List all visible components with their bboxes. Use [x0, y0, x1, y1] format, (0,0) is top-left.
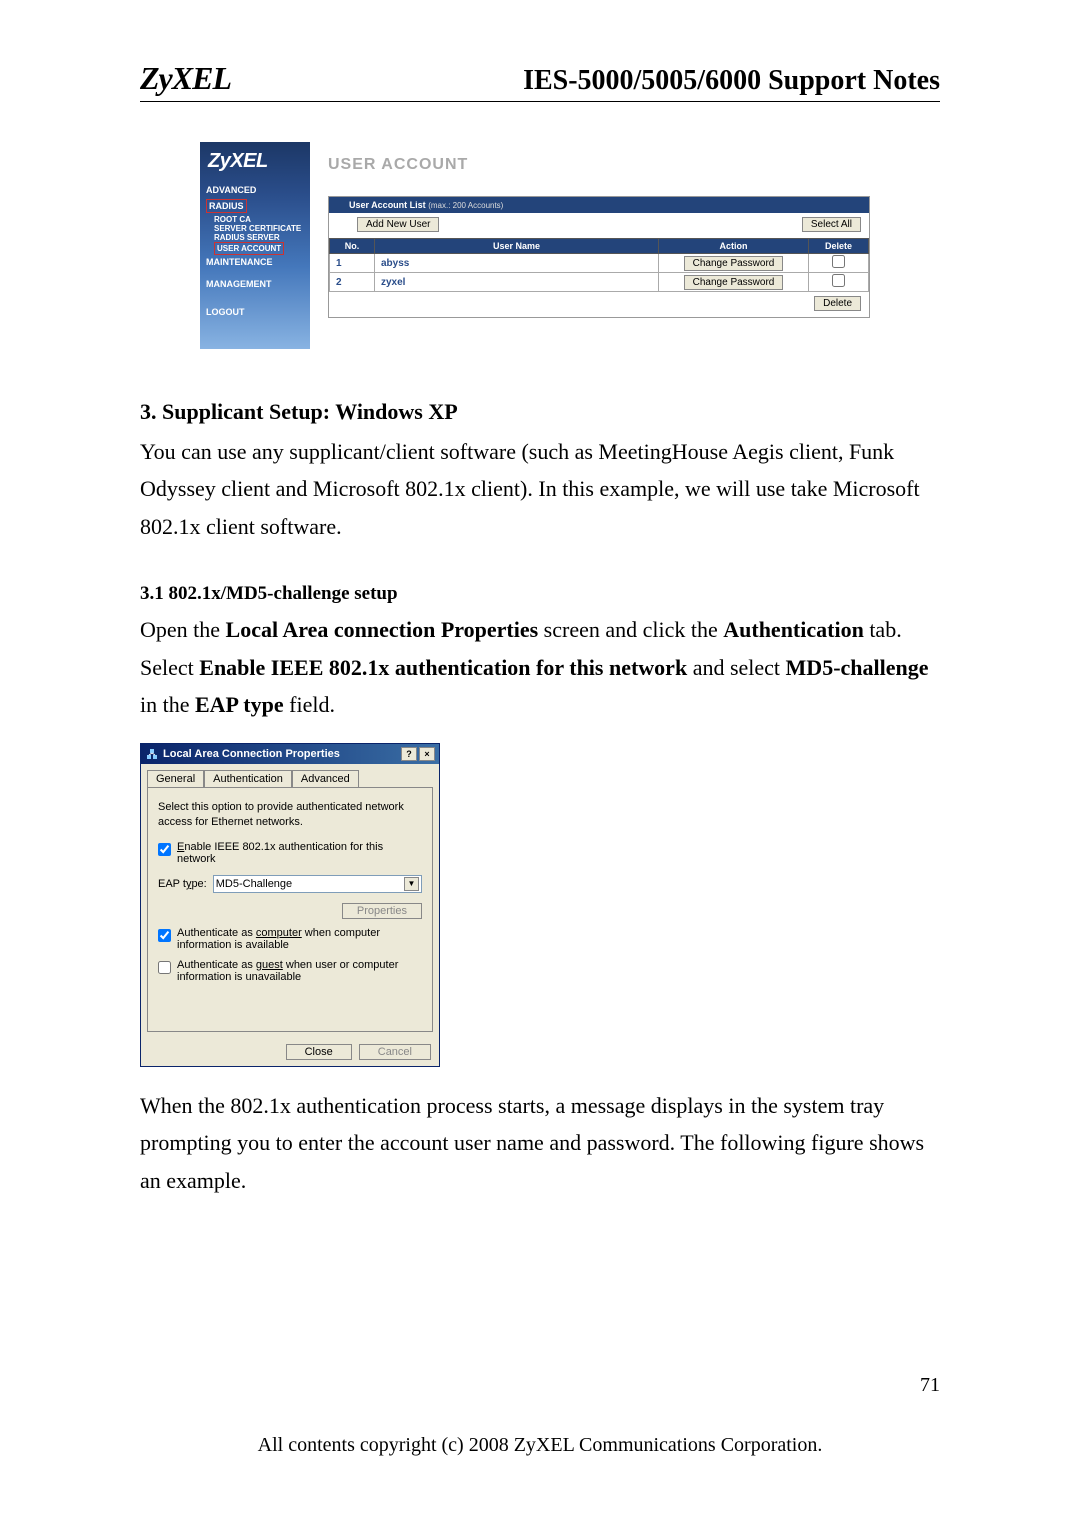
xp-pane: Select this option to provide authentica… — [147, 787, 433, 1032]
menu-maintenance[interactable]: MAINTENANCE — [206, 255, 310, 269]
section-3-paragraph: You can use any supplicant/client softwa… — [140, 433, 940, 545]
change-password-button[interactable]: Change Password — [684, 275, 784, 290]
menu-radius-server[interactable]: RADIUS SERVER — [214, 233, 310, 242]
col-user: User Name — [375, 239, 659, 254]
network-icon — [145, 747, 159, 761]
enable-8021x-label: Enable IEEE 802.1x authentication for th… — [177, 841, 422, 865]
cell-user: zyxel — [375, 273, 659, 292]
doc-title: IES-5000/5005/6000 Support Notes — [523, 65, 940, 97]
section-3-heading: 3. Supplicant Setup: Windows XP — [140, 399, 940, 425]
eap-type-value: MD5-Challenge — [216, 878, 292, 890]
panel-title: User Account List — [349, 200, 426, 210]
cell-no: 2 — [330, 273, 375, 292]
table-row: 1 abyss Change Password — [330, 254, 869, 273]
delete-button[interactable]: Delete — [814, 296, 861, 311]
xp-dialog: Local Area Connection Properties ? × Gen… — [140, 743, 440, 1067]
auth-computer-checkbox[interactable] — [158, 929, 171, 942]
delete-checkbox[interactable] — [832, 274, 845, 287]
section-3-1-heading: 3.1 802.1x/MD5-challenge setup — [140, 583, 940, 605]
zyxel-sidebar-logo: ZyXEL — [208, 150, 310, 173]
close-icon[interactable]: × — [419, 747, 435, 761]
xp-tabs: General Authentication Advanced — [141, 764, 439, 787]
menu-user-account[interactable]: USER ACCOUNT — [214, 242, 284, 255]
auth-guest-checkbox[interactable] — [158, 961, 171, 974]
menu-logout[interactable]: LOGOUT — [206, 305, 310, 319]
section-3-1-paragraph: Open the Local Area connection Propertie… — [140, 611, 940, 723]
menu-management[interactable]: MANAGEMENT — [206, 277, 310, 291]
enable-8021x-checkbox[interactable] — [158, 843, 171, 856]
eap-type-select[interactable]: MD5-Challenge ▼ — [213, 875, 422, 893]
panel-subtitle: (max.: 200 Accounts) — [428, 201, 503, 210]
table-row: 2 zyxel Change Password — [330, 273, 869, 292]
select-all-button[interactable]: Select All — [802, 217, 861, 232]
cell-no: 1 — [330, 254, 375, 273]
col-action: Action — [659, 239, 809, 254]
add-new-user-button[interactable]: Add New User — [357, 217, 439, 232]
menu-radius[interactable]: RADIUS — [206, 199, 247, 213]
menu-root-ca[interactable]: ROOT CA — [214, 215, 310, 224]
close-button[interactable]: Close — [286, 1044, 352, 1060]
auth-guest-label: Authenticate as guest when user or compu… — [177, 959, 422, 983]
after-xp-paragraph: When the 802.1x authentication process s… — [140, 1087, 940, 1199]
zyxel-sidebar: ZyXEL ADVANCED RADIUS ROOT CA SERVER CER… — [200, 142, 310, 349]
zyxel-page-title: USER ACCOUNT — [328, 156, 870, 174]
menu-advanced[interactable]: ADVANCED — [206, 183, 310, 197]
change-password-button[interactable]: Change Password — [684, 256, 784, 271]
user-account-table: No. User Name Action Delete 1 abyss Chan… — [329, 238, 869, 292]
properties-button: Properties — [342, 903, 422, 919]
page-number: 71 — [920, 1374, 940, 1397]
xp-footer: Close Cancel — [141, 1038, 439, 1066]
brand-logo: ZyXEL — [140, 60, 231, 97]
xp-titlebar: Local Area Connection Properties ? × — [141, 744, 439, 764]
delete-checkbox[interactable] — [832, 255, 845, 268]
eap-type-label: EAP type: — [158, 878, 207, 890]
help-icon[interactable]: ? — [401, 747, 417, 761]
zyxel-ui-screenshot: ZyXEL ADVANCED RADIUS ROOT CA SERVER CER… — [200, 142, 880, 349]
user-account-panel: User Account List (max.: 200 Accounts) A… — [328, 196, 870, 318]
copyright: All contents copyright (c) 2008 ZyXEL Co… — [0, 1434, 1080, 1457]
auth-computer-label: Authenticate as computer when computer i… — [177, 927, 422, 951]
col-delete: Delete — [809, 239, 869, 254]
xp-title-text: Local Area Connection Properties — [163, 748, 340, 760]
xp-description: Select this option to provide authentica… — [158, 800, 422, 829]
page-header: ZyXEL IES-5000/5005/6000 Support Notes — [140, 60, 940, 102]
tab-authentication[interactable]: Authentication — [204, 770, 292, 787]
chevron-down-icon[interactable]: ▼ — [404, 877, 419, 891]
cell-user: abyss — [375, 254, 659, 273]
tab-general[interactable]: General — [147, 770, 204, 787]
tab-advanced[interactable]: Advanced — [292, 770, 359, 787]
cancel-button: Cancel — [359, 1044, 431, 1060]
col-no: No. — [330, 239, 375, 254]
menu-server-cert[interactable]: SERVER CERTIFICATE — [214, 224, 310, 233]
